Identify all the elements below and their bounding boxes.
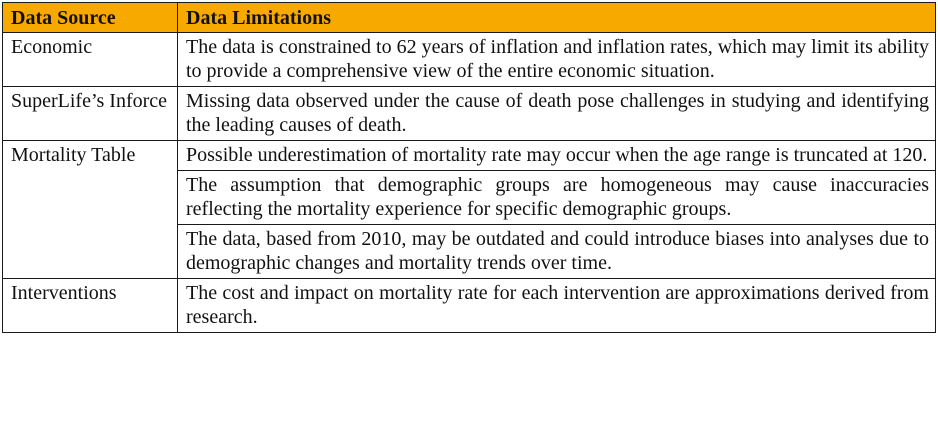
source-cell: Economic: [2, 32, 178, 87]
table-body: Economic The data is constrained to 62 y…: [2, 32, 936, 333]
limitation-cell: Missing data observed under the cause of…: [177, 86, 936, 141]
table-row-mortality-table-3: The data, based from 2010, may be outdat…: [3, 224, 936, 279]
limitation-cell: Possible underestimation of mortality ra…: [177, 140, 936, 171]
table-row-mortality-table: Mortality Table Possible underestimation…: [2, 140, 936, 279]
header-data-limitations: Data Limitations: [177, 2, 936, 33]
header-data-source: Data Source: [2, 2, 178, 33]
source-cell: Interventions: [2, 278, 178, 333]
limitation-cell: The assumption that demographic groups a…: [177, 170, 936, 225]
table-row-mortality-table-2: The assumption that demographic groups a…: [3, 170, 936, 225]
table-row-interventions: Interventions The cost and impact on mor…: [2, 278, 936, 333]
table-row-economic: Economic The data is constrained to 62 y…: [2, 32, 936, 87]
header-row: Data Source Data Limitations: [2, 2, 936, 33]
source-cell: Mortality Table: [2, 140, 178, 279]
limitation-cell: The data is constrained to 62 years of i…: [177, 32, 936, 87]
table-row-superlife-inforce: SuperLife’s Inforce Missing data observe…: [2, 86, 936, 141]
table-header: Data Source Data Limitations: [2, 2, 936, 33]
source-cell: SuperLife’s Inforce: [2, 86, 178, 141]
data-limitations-table: Data Source Data Limitations Economic Th…: [2, 2, 936, 333]
limitation-cell: The cost and impact on mortality rate fo…: [177, 278, 936, 333]
limitation-cell: The data, based from 2010, may be outdat…: [177, 224, 936, 279]
